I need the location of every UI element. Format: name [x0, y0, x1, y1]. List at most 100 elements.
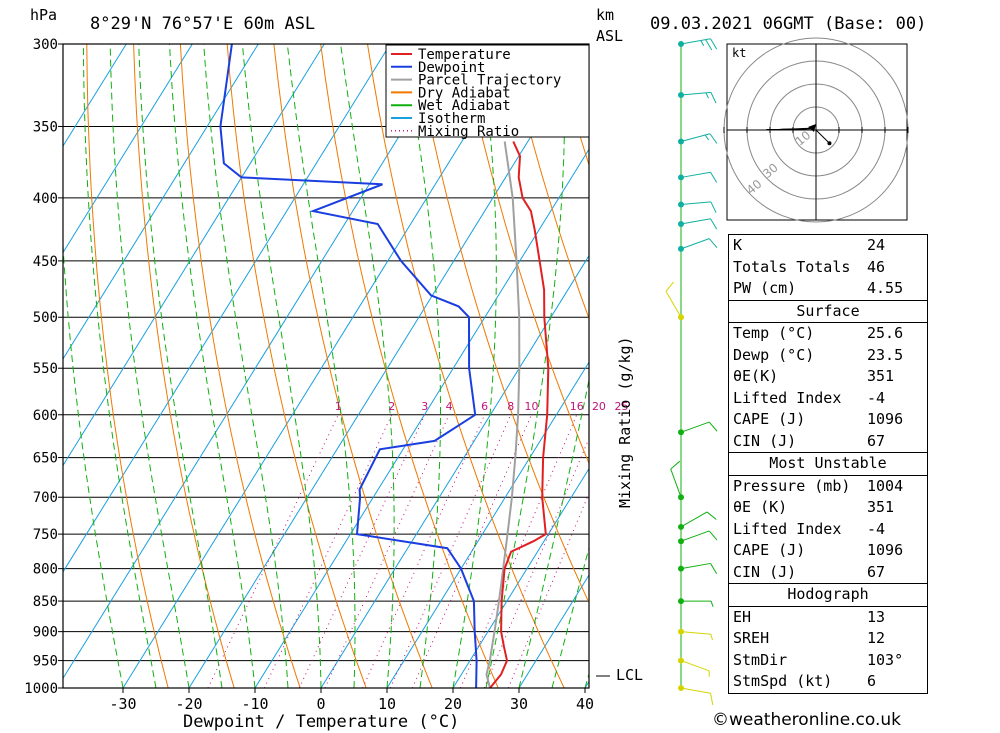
pressure-tick-label: 500	[33, 310, 58, 326]
dry-adiabat-line	[273, 44, 433, 688]
height-unit-label: km	[596, 6, 614, 24]
wind-barb-flag	[665, 281, 674, 292]
wind-barb-staff	[680, 201, 711, 206]
wind-barb-flag	[710, 38, 718, 50]
stats-value: 67	[867, 431, 886, 450]
wet-adiabat-line	[340, 44, 395, 688]
stats-value: 13	[867, 607, 886, 626]
mixing-ratio-axis-label: Mixing Ratio (g/kg)	[616, 336, 634, 508]
stats-row: PW (cm) 4.55	[729, 278, 927, 300]
legend-label: Dewpoint	[418, 60, 485, 76]
wind-barbs	[665, 38, 718, 706]
wind-barb-flag	[710, 171, 718, 183]
wet-adiabat-line	[138, 44, 223, 688]
hodograph-frame	[726, 43, 908, 221]
x-axis-label: Dewpoint / Temperature (°C)	[183, 712, 459, 732]
wind-barb-flag	[710, 92, 717, 104]
stats-row: Lifted Index -4	[729, 388, 927, 410]
wind-barb-flag	[708, 530, 718, 541]
wet-adiabat-line	[404, 44, 441, 688]
stats-key: Pressure (mb)	[733, 476, 851, 495]
wet-adiabat-line	[169, 44, 256, 688]
pressure-tick-label: 600	[33, 408, 58, 424]
stats-row: StmSpd (kt) 6	[729, 671, 927, 693]
isotherm-line	[63, 44, 325, 467]
stability-indices-table: K 24 Totals Totals 46 PW (cm) 4.55 Surface Te…	[728, 234, 928, 694]
pressure-tick-label: 300	[33, 37, 58, 53]
temperature-tick-label: 20	[444, 695, 462, 713]
stats-value: 103°	[867, 650, 904, 669]
stats-key: CIN (J)	[733, 431, 797, 450]
temperature-tick-label: -30	[109, 695, 136, 713]
stats-value: 4.55	[867, 279, 904, 297]
datetime-title: 09.03.2021 06GMT (Base: 00)	[650, 14, 926, 34]
isotherm-line	[63, 44, 193, 254]
isotherm-line	[452, 467, 589, 688]
wind-barb-staff	[680, 687, 711, 694]
storm-motion-vector	[815, 129, 830, 144]
legend-label: Isotherm	[418, 111, 485, 127]
wind-barb-staff	[680, 218, 711, 225]
stats-value: 12	[867, 629, 886, 647]
stats-key: Lifted Index	[733, 519, 842, 538]
stats-row: Dewp (°C) 23.5	[729, 345, 927, 367]
wet-adiabat-line	[63, 238, 124, 688]
stats-key: PW (cm)	[733, 279, 797, 297]
isotherm-line	[386, 361, 589, 688]
wind-barb-flag	[705, 92, 709, 99]
stats-value: 25.6	[867, 324, 904, 342]
most-unstable-header: Most Unstable	[729, 452, 927, 475]
stats-key: EH	[733, 607, 752, 626]
pressure-tick-label: 800	[33, 562, 58, 578]
legend-label: Parcel Trajectory	[418, 73, 561, 89]
mixing-ratio-line	[507, 491, 589, 688]
pressure-tick-label: 350	[33, 119, 58, 135]
wind-barb-staff	[665, 291, 682, 318]
pressure-tick-label: 1000	[24, 681, 58, 697]
stats-key: K	[733, 236, 743, 254]
mixing-ratio-label: 10	[524, 400, 538, 413]
stats-key: Totals Totals	[733, 257, 851, 276]
stats-key: Temp (°C)	[733, 324, 815, 342]
mixing-ratio-label: 2	[388, 400, 395, 413]
dry-adiabat-line	[179, 44, 301, 688]
mixing-ratio-label: 20	[592, 400, 606, 413]
stats-row: StmDir 103°	[729, 650, 927, 672]
temperature-tick-label: 10	[378, 695, 396, 713]
mixing-ratio-label: 6	[481, 400, 488, 413]
wind-barb-flag	[706, 511, 717, 520]
stats-value: -4	[867, 519, 886, 538]
hodograph-unit: kt	[732, 46, 746, 60]
dry-adiabat-line	[413, 44, 589, 604]
stats-row: Totals Totals 46	[729, 257, 927, 279]
temperature-tick-label: 0	[316, 695, 325, 713]
stats-key: SREH	[733, 629, 770, 647]
mixing-ratio-label: 3	[421, 400, 428, 413]
dry-adiabat-line	[86, 44, 169, 688]
pressure-tick-label: 700	[33, 490, 58, 506]
dry-adiabat-line	[976, 44, 1000, 688]
storm-motion-dot	[827, 141, 832, 146]
legend-label: Dry Adiabat	[418, 85, 511, 101]
isotherm-line	[518, 574, 589, 688]
wind-barb-flag	[705, 39, 713, 51]
legend-label: Temperature	[418, 47, 511, 63]
legend-label: Wet Adiabat	[418, 98, 511, 114]
stats-value: 46	[867, 257, 886, 276]
axes: 3003504004505005506006507007508008509009…	[24, 37, 628, 713]
wind-barb-staff	[680, 238, 710, 250]
wet-adiabat-line	[109, 44, 190, 688]
stats-value: 23.5	[867, 345, 904, 364]
wind-barb-staff	[680, 511, 708, 528]
stats-value: 67	[867, 562, 886, 581]
wet-adiabat-line	[286, 44, 356, 688]
dry-adiabat-line	[507, 44, 589, 320]
background-lines	[63, 44, 1000, 688]
wind-barb-flag	[710, 218, 718, 230]
temperature-tick-label: -10	[241, 695, 268, 713]
hodograph-trace	[766, 127, 813, 131]
isotherm-line	[63, 44, 259, 360]
stats-value: 351	[867, 367, 895, 385]
wet-adiabat-line	[452, 44, 497, 688]
